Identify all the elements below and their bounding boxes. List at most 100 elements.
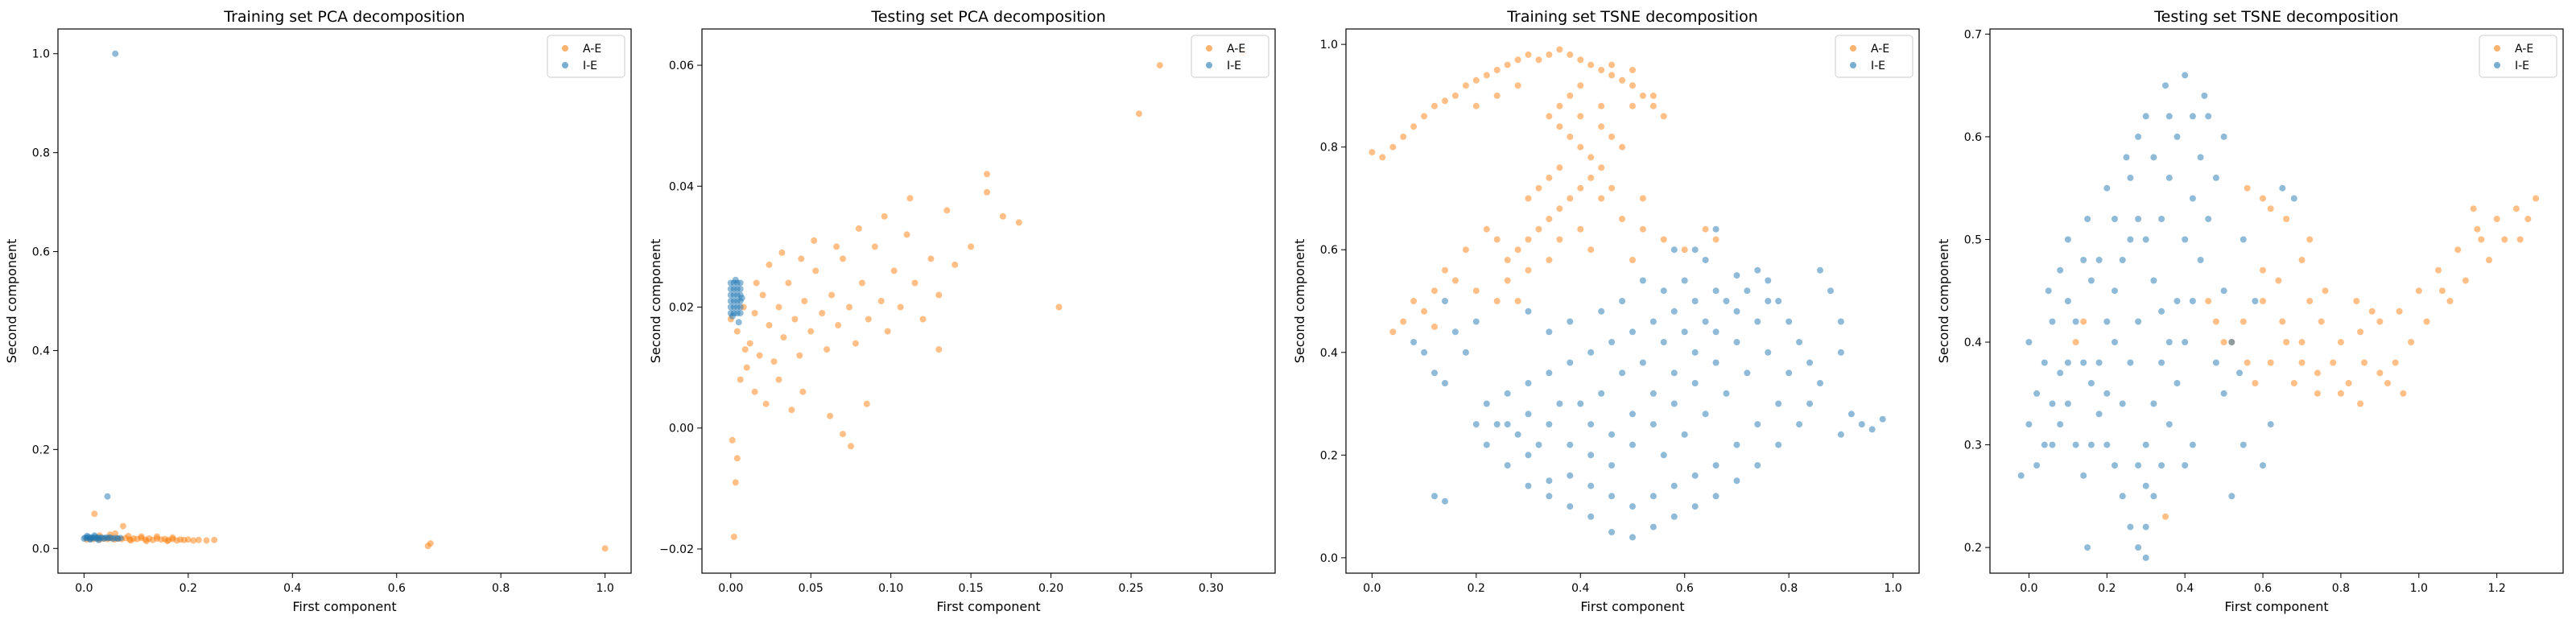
legend-marker-i-e xyxy=(562,62,568,68)
data-point xyxy=(1660,236,1667,243)
chart-panel-1: 0.0 0.2 0.4 0.6 0.8 1.0 0.0 0.2 0.4 0.6 0.8 1.0 Trai… xyxy=(4,8,632,614)
data-point xyxy=(1493,298,1501,304)
y-tick-label: 0.2 xyxy=(1320,449,1338,462)
data-point xyxy=(1556,102,1563,109)
data-point xyxy=(737,310,744,316)
data-point xyxy=(1670,400,1678,407)
data-point xyxy=(2135,544,2142,551)
data-point xyxy=(2197,257,2204,263)
data-point xyxy=(1629,441,1636,448)
data-point xyxy=(2260,298,2266,304)
data-point xyxy=(1483,225,1490,233)
data-point xyxy=(1837,349,1844,356)
y-tick-label: 0.8 xyxy=(1320,142,1338,155)
x-tick-label: 1.0 xyxy=(597,582,614,595)
data-point xyxy=(824,346,831,353)
data-point xyxy=(2189,441,2196,448)
data-point xyxy=(1660,339,1667,345)
data-point xyxy=(780,334,787,341)
data-point xyxy=(2212,359,2219,366)
data-point xyxy=(2244,359,2251,366)
x-tick-label: 0.20 xyxy=(1038,582,1063,595)
data-point xyxy=(2041,359,2048,366)
data-point xyxy=(2205,298,2212,304)
data-point xyxy=(2318,318,2325,325)
data-point xyxy=(1681,328,1688,336)
data-point xyxy=(852,340,859,347)
data-point xyxy=(1546,113,1553,120)
data-point xyxy=(1472,318,1480,325)
data-point xyxy=(1421,113,1428,120)
x-tick-label: 0.15 xyxy=(959,582,984,595)
data-point xyxy=(2267,205,2274,213)
data-point xyxy=(737,279,744,287)
data-point xyxy=(2189,195,2196,202)
data-point xyxy=(1858,421,1865,428)
data-point xyxy=(127,537,134,544)
series-i-e xyxy=(80,50,124,543)
data-point xyxy=(2415,287,2422,295)
data-point xyxy=(2182,236,2189,243)
data-point xyxy=(732,276,739,283)
data-point xyxy=(1744,287,1751,295)
data-point xyxy=(935,291,943,299)
data-point xyxy=(104,493,111,500)
data-point xyxy=(2357,400,2364,407)
data-point xyxy=(743,364,750,371)
data-point xyxy=(1472,76,1480,84)
data-point xyxy=(733,328,741,335)
data-point xyxy=(2252,298,2259,304)
data-point xyxy=(1629,328,1636,336)
data-point xyxy=(1691,246,1699,254)
data-point xyxy=(2368,308,2376,315)
data-point xyxy=(807,328,815,335)
x-tick-label: 0.2 xyxy=(180,582,197,595)
data-point xyxy=(1567,133,1574,140)
data-point xyxy=(1577,184,1584,192)
data-point xyxy=(2279,318,2286,325)
data-point xyxy=(1135,110,1142,118)
data-point xyxy=(1472,421,1480,428)
data-point xyxy=(2267,421,2274,428)
data-point xyxy=(1379,154,1386,161)
data-point xyxy=(1462,246,1469,254)
y-tick-label: 1.0 xyxy=(1320,39,1338,52)
data-point xyxy=(732,479,739,486)
x-tick-label: 0.25 xyxy=(1118,582,1143,595)
data-point xyxy=(1567,359,1574,366)
data-point xyxy=(2306,236,2314,243)
legend-marker-i-e xyxy=(1850,62,1856,68)
data-point xyxy=(2516,236,2524,243)
y-tick-label: 0.7 xyxy=(1964,28,1982,41)
data-point xyxy=(1723,298,1730,304)
data-point xyxy=(968,243,975,250)
data-point xyxy=(2072,339,2079,345)
plot-frame xyxy=(1345,28,1920,574)
data-point xyxy=(1156,62,1163,69)
data-point xyxy=(1410,339,1418,345)
data-point xyxy=(2314,369,2321,377)
x-tick-label: 0.2 xyxy=(2098,582,2116,595)
data-point xyxy=(1754,318,1761,325)
data-point xyxy=(906,195,914,202)
legend-entry-a-e: A-E xyxy=(2515,43,2533,56)
data-point xyxy=(2150,493,2157,500)
data-point xyxy=(163,538,171,545)
data-point xyxy=(1608,462,1616,469)
data-point xyxy=(1546,174,1553,181)
data-point xyxy=(1556,164,1563,171)
data-point xyxy=(2057,266,2064,274)
data-point xyxy=(1670,369,1678,377)
data-point xyxy=(2290,195,2297,202)
data-point xyxy=(1619,298,1626,304)
data-point xyxy=(812,267,819,275)
data-point xyxy=(2384,380,2391,386)
data-point xyxy=(2493,216,2500,222)
data-point xyxy=(2182,462,2189,469)
data-point xyxy=(1504,421,1511,428)
data-point xyxy=(1598,390,1605,397)
y-tick-label: 0.6 xyxy=(32,246,50,259)
data-point xyxy=(1598,195,1605,202)
legend: A-E I-E xyxy=(547,35,625,78)
data-point xyxy=(2080,318,2087,325)
